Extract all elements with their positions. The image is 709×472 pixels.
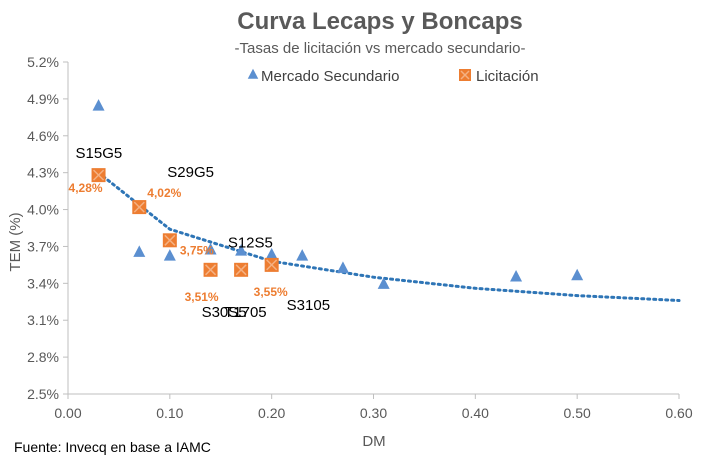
mercado-point bbox=[377, 277, 390, 289]
mercado-point bbox=[235, 244, 248, 256]
y-tick-label: 5.2% bbox=[27, 54, 59, 70]
licitacion-point bbox=[264, 257, 279, 272]
y-tick-label: 2.8% bbox=[27, 349, 59, 365]
chart-title: Curva Lecaps y Boncaps bbox=[237, 8, 523, 35]
trendline-layer bbox=[97, 171, 681, 302]
licitacion-point-cross-b bbox=[93, 169, 105, 181]
data-label: 3,55% bbox=[254, 285, 288, 299]
axes: 0.00 0.10 0.20 0.30 0.40 0.50 0.60 2.5% 2.8% 3.1%… bbox=[27, 54, 693, 421]
licitacion-point bbox=[91, 168, 106, 183]
data-label: 4,02% bbox=[147, 186, 181, 200]
mercado-point bbox=[296, 249, 309, 261]
x-tick-label: 0.40 bbox=[462, 405, 489, 421]
mercado-point bbox=[265, 247, 278, 260]
data-label: 4,28% bbox=[69, 181, 103, 195]
data-label: 3,75% bbox=[180, 243, 214, 257]
y-tick-label: 3.1% bbox=[27, 312, 59, 328]
x-tick-label: 0.20 bbox=[258, 405, 285, 421]
y-axis-title: TEM (%) bbox=[7, 212, 24, 271]
y-tick-label: 3.7% bbox=[27, 238, 59, 254]
x-axis-title: DM bbox=[362, 433, 385, 450]
x-tick-label: 0.30 bbox=[360, 405, 387, 421]
mercado-point bbox=[336, 261, 349, 273]
licitacion-point-cross-b bbox=[266, 259, 278, 271]
licitacion-point bbox=[203, 262, 218, 277]
y-tick-label: 4.3% bbox=[27, 165, 59, 181]
x-tick-label: 0.00 bbox=[54, 405, 81, 421]
bond-label: S3105 bbox=[287, 297, 330, 314]
legend-square-icon bbox=[459, 69, 471, 81]
mercado-point bbox=[571, 268, 584, 281]
licitacion-point-cross-b bbox=[164, 234, 176, 246]
y-tick-label: 2.5% bbox=[27, 386, 59, 402]
legend-label: Mercado Secundario bbox=[261, 68, 399, 85]
licitacion-point-cross-b bbox=[133, 201, 145, 213]
source-note: Fuente: Invecq en base a IAMC bbox=[14, 439, 211, 455]
legend: Mercado Secundario Licitación bbox=[247, 68, 539, 85]
bond-label: T1705 bbox=[224, 304, 267, 321]
mercado-point bbox=[204, 242, 217, 255]
legend-label: Licitación bbox=[476, 68, 539, 85]
mercado-point bbox=[163, 249, 176, 261]
y-tick-label: 4.6% bbox=[27, 128, 59, 144]
bond-label: S15G5 bbox=[76, 145, 123, 162]
licitacion-point bbox=[132, 200, 147, 215]
licitacion-point bbox=[234, 262, 249, 277]
bond-label: S29G5 bbox=[167, 164, 214, 181]
licitacion-point bbox=[162, 233, 177, 248]
x-tick-label: 0.10 bbox=[156, 405, 183, 421]
marks-layer bbox=[91, 99, 584, 289]
legend-triangle-icon bbox=[247, 68, 259, 79]
x-tick-label: 0.60 bbox=[665, 405, 692, 421]
labels-layer: 4,28% 4,02% 3,75% 3,51% 3,55% S15G5 S29G5 S12S5… bbox=[69, 145, 330, 321]
y-tick-label: 4.0% bbox=[27, 202, 59, 218]
mercado-point bbox=[133, 245, 146, 257]
licitacion-point-cross-b bbox=[235, 264, 247, 276]
y-tick-label: 4.9% bbox=[27, 91, 59, 107]
x-tick-label: 0.50 bbox=[564, 405, 591, 421]
data-label: 3,51% bbox=[185, 290, 219, 304]
mercado-point bbox=[92, 99, 105, 111]
legend-square-icon-cross-b bbox=[460, 70, 470, 80]
bond-label: S12S5 bbox=[228, 234, 273, 251]
chart-subtitle: -Tasas de licitación vs mercado secundar… bbox=[234, 40, 526, 57]
trendline bbox=[97, 171, 681, 302]
mercado-point bbox=[510, 269, 523, 282]
y-tick-label: 3.4% bbox=[27, 275, 59, 291]
bond-label: S30S5 bbox=[202, 304, 247, 321]
licitacion-point-cross-b bbox=[205, 264, 217, 276]
